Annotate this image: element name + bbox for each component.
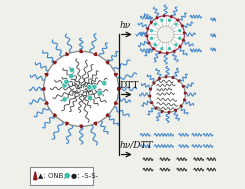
Polygon shape <box>168 111 170 114</box>
Text: ●: -S-S-: ●: -S-S- <box>71 173 98 179</box>
Circle shape <box>168 19 171 22</box>
Circle shape <box>153 22 157 26</box>
Polygon shape <box>184 32 186 34</box>
Polygon shape <box>183 39 185 41</box>
Circle shape <box>69 73 74 79</box>
Circle shape <box>174 43 178 47</box>
Circle shape <box>168 47 171 50</box>
Circle shape <box>157 26 174 43</box>
Polygon shape <box>45 101 48 104</box>
Polygon shape <box>166 52 168 54</box>
Polygon shape <box>178 80 180 82</box>
Polygon shape <box>45 74 48 76</box>
Polygon shape <box>182 86 184 88</box>
Circle shape <box>160 47 164 50</box>
Polygon shape <box>106 61 109 64</box>
Circle shape <box>87 95 93 101</box>
Circle shape <box>64 79 69 84</box>
Text: ▲: ONB;: ▲: ONB; <box>38 173 66 179</box>
Polygon shape <box>148 42 150 44</box>
Polygon shape <box>80 125 83 128</box>
Polygon shape <box>151 101 153 103</box>
Polygon shape <box>80 50 83 53</box>
Circle shape <box>147 16 184 53</box>
Polygon shape <box>176 19 179 21</box>
Polygon shape <box>34 172 37 180</box>
Polygon shape <box>94 53 96 56</box>
FancyBboxPatch shape <box>30 167 93 184</box>
Circle shape <box>102 81 107 86</box>
Polygon shape <box>149 88 152 90</box>
Text: DTT: DTT <box>120 81 139 90</box>
Circle shape <box>98 90 103 95</box>
Circle shape <box>178 29 182 33</box>
Polygon shape <box>170 15 172 18</box>
Polygon shape <box>150 22 152 24</box>
Polygon shape <box>179 45 181 47</box>
Polygon shape <box>148 95 151 97</box>
Polygon shape <box>163 15 165 17</box>
Polygon shape <box>114 74 118 76</box>
Circle shape <box>160 19 164 22</box>
Polygon shape <box>114 101 118 104</box>
Circle shape <box>153 43 157 47</box>
Circle shape <box>62 83 67 88</box>
Polygon shape <box>147 28 149 30</box>
Polygon shape <box>159 51 161 54</box>
Circle shape <box>62 97 67 102</box>
Polygon shape <box>161 110 163 113</box>
Polygon shape <box>184 99 186 101</box>
Polygon shape <box>53 114 56 117</box>
Circle shape <box>69 67 74 73</box>
Circle shape <box>64 173 70 179</box>
Polygon shape <box>156 17 158 19</box>
Circle shape <box>150 77 185 112</box>
Polygon shape <box>53 61 56 64</box>
Circle shape <box>178 36 182 40</box>
Polygon shape <box>118 88 121 90</box>
Circle shape <box>87 85 92 90</box>
Circle shape <box>174 22 178 26</box>
Circle shape <box>92 84 97 89</box>
Circle shape <box>150 36 153 40</box>
Circle shape <box>150 29 153 33</box>
Polygon shape <box>155 107 157 109</box>
Polygon shape <box>146 35 148 37</box>
Polygon shape <box>106 114 109 117</box>
Polygon shape <box>175 109 176 112</box>
Polygon shape <box>180 105 182 107</box>
Text: hν/DTT: hν/DTT <box>120 141 153 150</box>
Polygon shape <box>42 88 45 90</box>
Polygon shape <box>153 48 155 50</box>
Polygon shape <box>184 92 187 94</box>
Polygon shape <box>165 75 167 78</box>
Text: hν: hν <box>120 21 131 30</box>
Polygon shape <box>159 77 160 80</box>
Polygon shape <box>94 122 96 125</box>
Circle shape <box>44 51 119 126</box>
Polygon shape <box>181 25 184 27</box>
Polygon shape <box>172 76 173 79</box>
Polygon shape <box>66 53 69 56</box>
Polygon shape <box>173 50 175 52</box>
Polygon shape <box>153 82 155 84</box>
Polygon shape <box>66 122 69 125</box>
